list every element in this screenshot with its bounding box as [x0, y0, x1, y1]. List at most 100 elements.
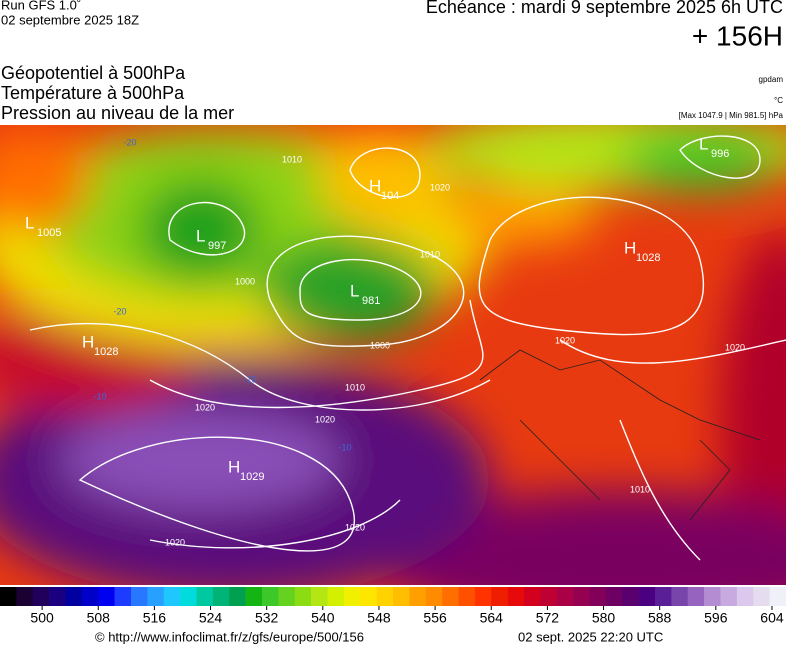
temperature-label: -10: [93, 391, 106, 401]
colorbar-swatch: [163, 587, 181, 606]
colorbar-swatch: [0, 587, 17, 606]
isobar-label: 1020: [725, 342, 745, 352]
isobar-label: 1000: [370, 340, 390, 350]
colorbar-swatch: [507, 587, 525, 606]
source-link: © http://www.infoclimat.fr/z/gfs/europe/…: [95, 629, 364, 644]
temperature-label: -20: [123, 137, 136, 147]
colorbar-swatch: [409, 587, 427, 606]
pressure-center-value: 997: [208, 240, 226, 252]
colorbar-tick-label: 588: [648, 610, 672, 626]
colorbar-swatch: [458, 587, 476, 606]
colorbar-swatch: [245, 587, 263, 606]
colorbar-swatch: [343, 587, 361, 606]
colorbar-tick-label: 500: [30, 610, 54, 626]
colorbar-tick-label: 516: [143, 610, 167, 626]
temperature-label: -10: [338, 442, 351, 452]
unit-label: gpdam: [759, 75, 784, 84]
colorbar-swatch: [687, 587, 705, 606]
colorbar-swatch: [49, 587, 66, 606]
colorbar-swatch: [32, 587, 50, 606]
pressure-center-letter: L: [350, 281, 359, 300]
colorbar-swatch: [605, 587, 623, 606]
temperature-label: -20: [113, 306, 126, 316]
colorbar-tick-label: 556: [423, 610, 447, 626]
colorbar-swatch: [589, 587, 607, 606]
field-label: Géopotentiel à 500hPa: [1, 63, 186, 83]
colorbar-swatch: [229, 587, 246, 606]
pressure-center-value: 981: [362, 295, 380, 307]
colorbar-swatch: [131, 587, 148, 606]
isobar-label: 1020: [430, 182, 450, 192]
pressure-center-value: 1028: [94, 346, 118, 358]
colorbar-tick-label: 572: [536, 610, 560, 626]
temperature-label: -10: [243, 374, 256, 384]
colorbar-swatch: [147, 587, 165, 606]
colorbar-swatch: [278, 587, 296, 606]
isobar-label: 1010: [420, 249, 440, 259]
colorbar-swatch: [442, 587, 459, 606]
isobar-label: 1020: [195, 402, 215, 412]
colorbar-swatch: [556, 587, 574, 606]
pressure-center-value: 996: [711, 148, 729, 160]
colorbar: 500 508 516 524 532 540 548 556 564 572 580 588 596 6…: [0, 587, 786, 626]
colorbar-swatch: [720, 587, 738, 606]
colorbar-swatch: [327, 587, 345, 606]
colorbar-swatch: [65, 587, 83, 606]
map: [0, 125, 786, 585]
colorbar-tick-label: 580: [592, 610, 616, 626]
run-label: Run GFS 1.0˚: [1, 0, 81, 12]
colorbar-tick-label: 548: [367, 610, 391, 626]
pressure-center-letter: L: [699, 134, 708, 153]
valid-time: Echéance : mardi 9 septembre 2025 6h UTC: [426, 0, 783, 17]
pressure-center-value: 1005: [37, 227, 61, 239]
isobar-label: 1010: [345, 382, 365, 392]
pressure-center-letter: H: [624, 238, 636, 257]
isobar-label: 1020: [345, 522, 365, 532]
colorbar-swatch: [425, 587, 443, 606]
colorbar-swatch: [294, 587, 312, 606]
colorbar-swatch: [212, 587, 230, 606]
colorbar-swatch: [114, 587, 132, 606]
colorbar-swatch: [474, 587, 492, 606]
run-date: 02 septembre 2025 18Z: [1, 12, 139, 27]
colorbar-swatch: [655, 587, 672, 606]
colorbar-swatch: [98, 587, 115, 606]
field-label: Pression au niveau de la mer: [1, 103, 234, 123]
colorbar-swatch: [638, 587, 656, 606]
colorbar-swatch: [180, 587, 197, 606]
colorbar-tick-label: 540: [311, 610, 335, 626]
unit-label: °C: [774, 96, 783, 105]
colorbar-swatch: [360, 587, 377, 606]
colorbar-tick-label: 604: [760, 610, 784, 626]
colorbar-swatch: [573, 587, 590, 606]
colorbar-swatch: [769, 587, 786, 606]
unit-label: [Max 1047.9 | Min 981.5] hPa: [679, 111, 784, 120]
colorbar-swatch: [16, 587, 34, 606]
pressure-center-value: 1028: [636, 252, 660, 264]
pressure-center-value: 1029: [240, 471, 264, 483]
pressure-center-letter: L: [25, 213, 34, 232]
pressure-center-letter: H: [82, 332, 94, 351]
isobar-label: 1020: [165, 537, 185, 547]
colorbar-swatch: [491, 587, 508, 606]
colorbar-swatch: [393, 587, 410, 606]
colorbar-swatch: [262, 587, 279, 606]
isobar-label: 1020: [555, 335, 575, 345]
isobar-label: 1000: [235, 276, 255, 286]
isobar-label: 1020: [315, 414, 335, 424]
colorbar-swatch: [540, 587, 558, 606]
field-label: Température à 500hPa: [1, 83, 185, 103]
colorbar-swatch: [196, 587, 214, 606]
colorbar-swatch: [671, 587, 689, 606]
colorbar-swatch: [311, 587, 328, 606]
colorbar-tick-label: 532: [255, 610, 279, 626]
isobar-label: 1010: [282, 154, 302, 164]
colorbar-tick-label: 508: [87, 610, 111, 626]
colorbar-swatch: [622, 587, 639, 606]
lead-time: + 156H: [692, 20, 783, 51]
colorbar-swatch: [753, 587, 770, 606]
colorbar-swatch: [376, 587, 394, 606]
generated-time: 02 sept. 2025 22:20 UTC: [518, 629, 663, 644]
colorbar-tick-label: 564: [480, 610, 504, 626]
